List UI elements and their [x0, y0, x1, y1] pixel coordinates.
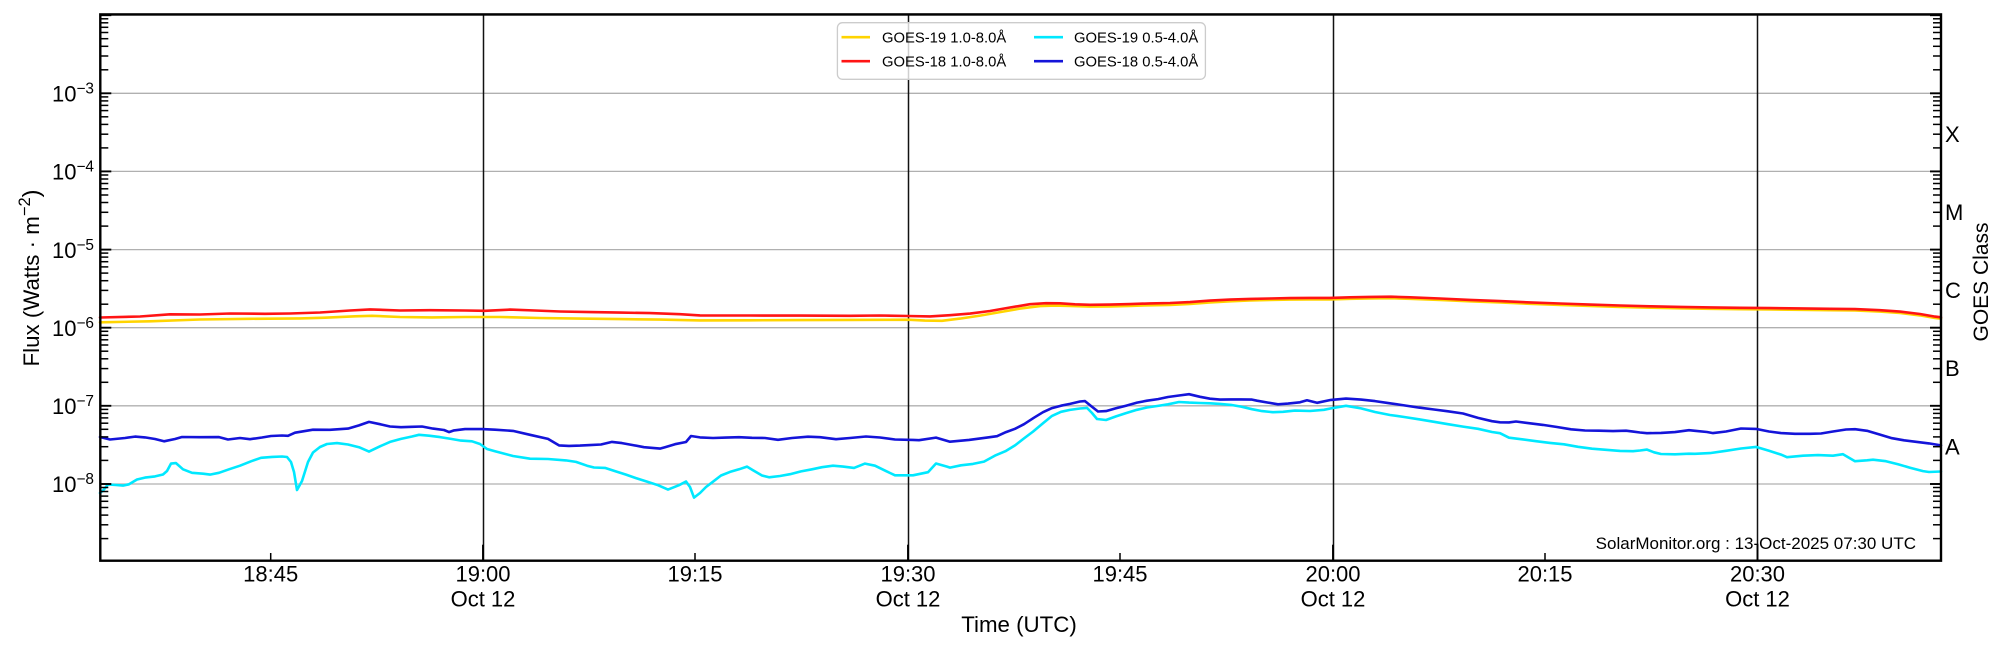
svg-text:Oct 12: Oct 12 — [1725, 587, 1790, 612]
svg-text:Oct 12: Oct 12 — [876, 587, 941, 612]
svg-text:M: M — [1945, 200, 1963, 225]
svg-text:GOES-19 0.5-4.0Å: GOES-19 0.5-4.0Å — [1074, 29, 1198, 46]
svg-text:20:15: 20:15 — [1517, 562, 1572, 587]
svg-text:GOES-19 1.0-8.0Å: GOES-19 1.0-8.0Å — [882, 29, 1006, 46]
svg-text:SolarMonitor.org : 13-Oct-2025: SolarMonitor.org : 13-Oct-2025 07:30 UTC — [1596, 534, 1916, 553]
svg-text:19:45: 19:45 — [1092, 562, 1147, 587]
svg-text:Flux (Watts · m−2): Flux (Watts · m−2) — [16, 190, 44, 367]
svg-text:18:45: 18:45 — [243, 562, 298, 587]
svg-text:B: B — [1945, 356, 1960, 381]
svg-text:19:00: 19:00 — [455, 562, 510, 587]
svg-text:GOES-18 0.5-4.0Å: GOES-18 0.5-4.0Å — [1074, 53, 1198, 70]
svg-text:20:30: 20:30 — [1730, 562, 1785, 587]
svg-text:10−6: 10−6 — [52, 315, 94, 341]
svg-text:Oct 12: Oct 12 — [1301, 587, 1366, 612]
svg-text:C: C — [1945, 278, 1961, 303]
svg-text:X: X — [1945, 122, 1960, 147]
svg-text:19:15: 19:15 — [667, 562, 722, 587]
svg-text:GOES Class: GOES Class — [1970, 222, 1993, 341]
svg-text:19:30: 19:30 — [880, 562, 935, 587]
svg-text:20:00: 20:00 — [1305, 562, 1360, 587]
svg-text:Time (UTC): Time (UTC) — [961, 612, 1077, 637]
svg-text:A: A — [1945, 434, 1960, 459]
svg-text:Oct 12: Oct 12 — [451, 587, 516, 612]
svg-text:GOES-18 1.0-8.0Å: GOES-18 1.0-8.0Å — [882, 53, 1006, 70]
